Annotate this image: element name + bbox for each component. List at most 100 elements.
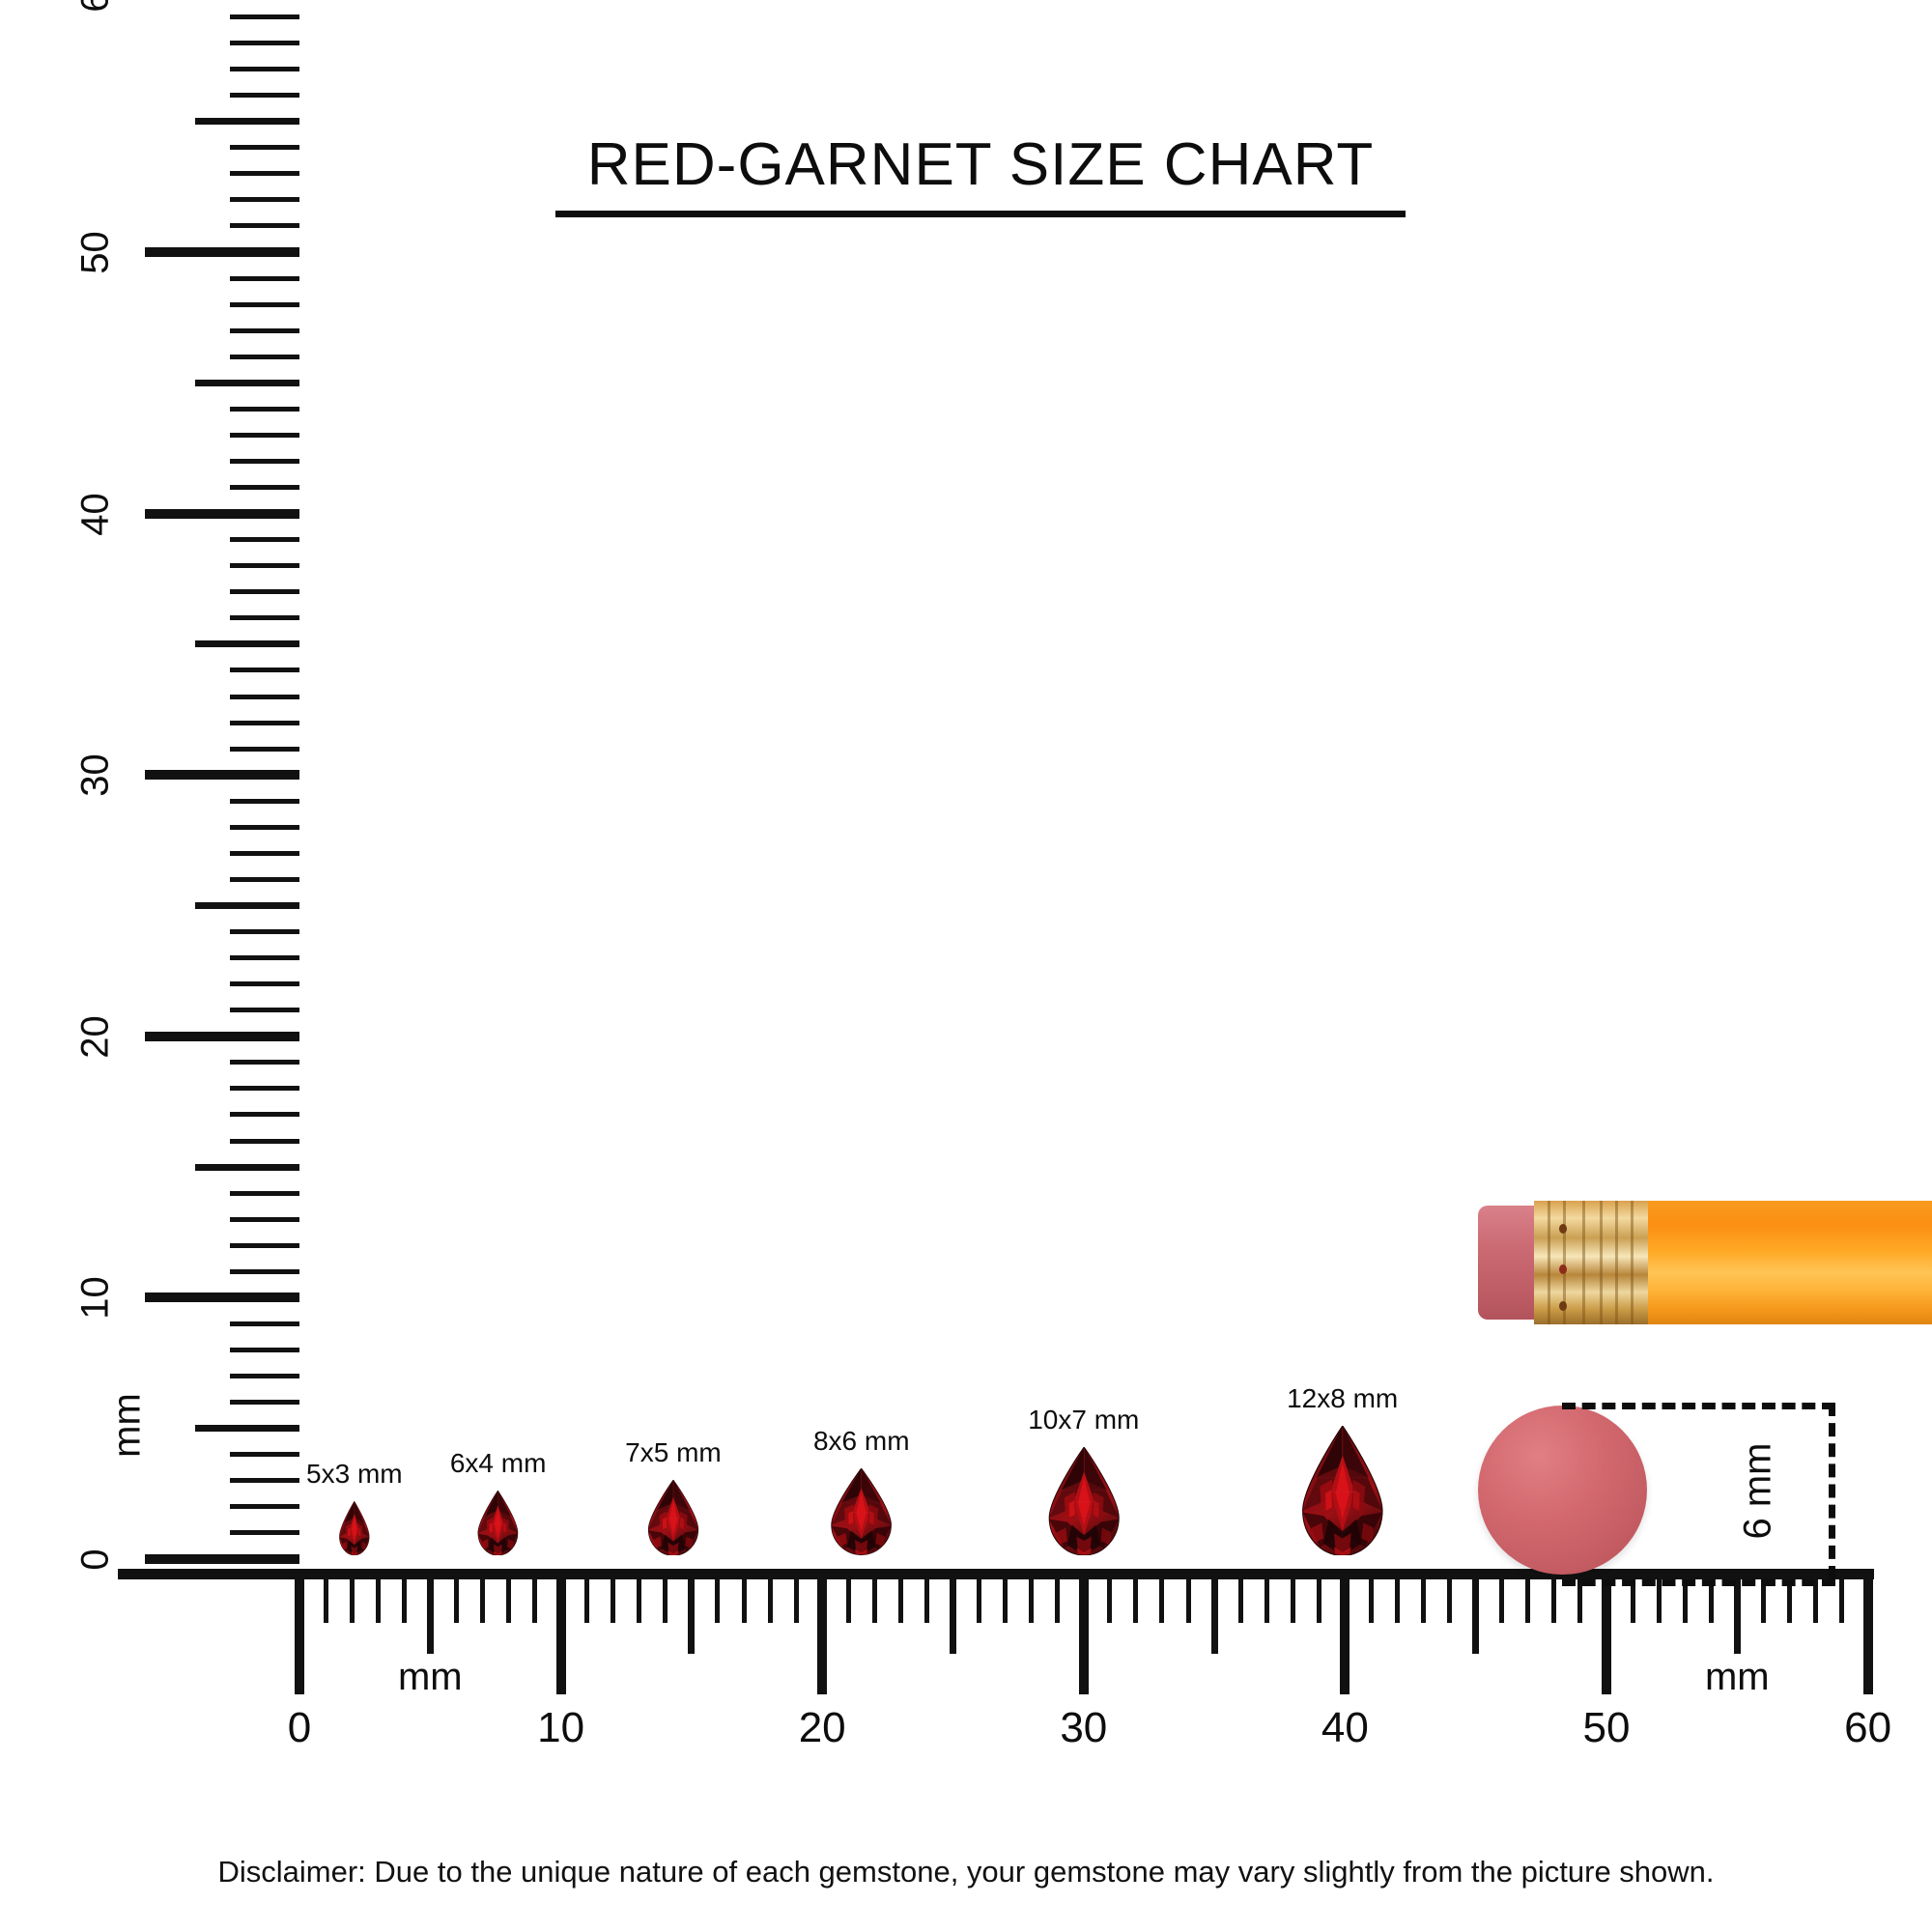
hruler-minor-tick xyxy=(1525,1578,1531,1623)
hruler-baseline xyxy=(118,1569,1874,1579)
vruler-minor-tick xyxy=(230,93,299,99)
gemstone-8x6-mm xyxy=(829,1467,894,1556)
vruler-minor-tick xyxy=(230,327,299,333)
hruler-minor-tick xyxy=(950,1578,956,1654)
vruler-tick-label: 30 xyxy=(73,753,117,797)
hruler-minor-tick xyxy=(1395,1578,1401,1623)
page-title-block: RED-GARNET SIZE CHART xyxy=(555,135,1406,217)
vruler-minor-tick xyxy=(230,929,299,935)
vruler-minor-tick xyxy=(230,406,299,412)
hruler-major-tick xyxy=(1602,1578,1611,1694)
hruler-minor-tick xyxy=(1786,1578,1792,1623)
page-title: RED-GARNET SIZE CHART xyxy=(586,131,1375,198)
gemstone-6x4-mm xyxy=(476,1490,520,1556)
hruler-major-tick xyxy=(295,1578,304,1694)
pencil-eraser-icon xyxy=(1478,1206,1538,1320)
vruler-minor-tick xyxy=(230,1530,299,1536)
hruler-minor-tick xyxy=(1656,1578,1662,1623)
dimension-line-top xyxy=(1562,1403,1835,1409)
hruler-minor-tick xyxy=(1551,1578,1557,1623)
vruler-minor-tick xyxy=(230,1216,299,1222)
vruler-minor-tick xyxy=(230,1008,299,1013)
dimension-line-bottom xyxy=(1562,1579,1835,1586)
vruler-tick-label: 10 xyxy=(73,1276,117,1321)
vruler-tick-label: 50 xyxy=(73,231,117,274)
hruler-minor-tick xyxy=(1107,1578,1113,1623)
dimension-label-wrap: 6 mm xyxy=(1729,1415,1787,1570)
vruler-minor-tick xyxy=(230,485,299,491)
vruler-major-tick xyxy=(145,1293,299,1303)
hruler-minor-tick xyxy=(1055,1578,1061,1623)
vruler-unit-label: mm xyxy=(105,1392,149,1458)
hruler-minor-tick xyxy=(688,1578,696,1654)
hruler-major-tick xyxy=(1862,1578,1873,1694)
hruler-minor-tick xyxy=(1210,1578,1218,1654)
hruler-minor-tick xyxy=(1708,1578,1714,1623)
vruler-minor-tick xyxy=(230,432,299,438)
vruler-minor-tick xyxy=(230,589,299,595)
hruler-minor-tick xyxy=(532,1578,538,1623)
disclaimer-text: Disclaimer: Due to the unique nature of … xyxy=(217,1855,1715,1889)
vruler-minor-tick xyxy=(195,379,299,386)
vruler-minor-tick xyxy=(230,354,299,359)
gemstone-12x8-mm xyxy=(1299,1424,1386,1556)
hruler-minor-tick xyxy=(1264,1578,1269,1623)
hruler-minor-tick xyxy=(1577,1578,1583,1623)
vruler-major-tick xyxy=(145,247,299,257)
hruler-minor-tick xyxy=(1499,1578,1505,1623)
vruler-major-tick xyxy=(145,1031,299,1041)
vruler-minor-tick xyxy=(230,275,299,281)
hruler-minor-tick xyxy=(663,1578,668,1623)
vruler-tick-label: 40 xyxy=(73,492,117,536)
gemstone-facet-drawing xyxy=(1048,1446,1120,1556)
vruler-minor-tick xyxy=(195,902,299,909)
hruler-minor-tick xyxy=(1682,1578,1688,1623)
vruler-minor-tick xyxy=(230,1374,299,1379)
vruler-minor-tick xyxy=(230,746,299,752)
vruler-tick-label: 20 xyxy=(73,1015,117,1059)
hruler-minor-tick xyxy=(401,1578,407,1623)
hruler-minor-tick xyxy=(767,1578,773,1623)
gemstone-5x3-mm xyxy=(338,1500,371,1556)
vruler-minor-tick xyxy=(230,537,299,543)
vruler-minor-tick xyxy=(230,1190,299,1196)
gemstone-7x5-mm xyxy=(646,1479,700,1556)
vruler-minor-tick xyxy=(230,876,299,882)
hruler-tick-label: 20 xyxy=(798,1704,846,1751)
hruler-major-tick xyxy=(1340,1578,1350,1694)
hruler-minor-tick xyxy=(1290,1578,1295,1623)
hruler-minor-tick xyxy=(1630,1578,1635,1623)
hruler-unit-label-right: mm xyxy=(1704,1656,1770,1698)
hruler-major-tick xyxy=(555,1578,566,1694)
hruler-tick-label: 30 xyxy=(1060,1704,1108,1751)
vruler-minor-tick xyxy=(230,955,299,961)
hruler-minor-tick xyxy=(1185,1578,1191,1623)
eraser-top-circle-reference xyxy=(1478,1406,1647,1575)
gemstone-facet-drawing xyxy=(647,1479,699,1556)
hruler-minor-tick xyxy=(349,1578,355,1623)
vruler-minor-tick xyxy=(230,67,299,72)
gemstone-facet-drawing xyxy=(831,1467,893,1556)
vruler-minor-tick xyxy=(195,640,299,648)
vruler-minor-tick xyxy=(230,1478,299,1484)
vruler-minor-tick xyxy=(230,1112,299,1118)
gemstone-label: 10x7 mm xyxy=(1028,1405,1140,1435)
vruler-minor-tick xyxy=(230,850,299,856)
gemstone-label: 8x6 mm xyxy=(812,1426,910,1457)
vruler-minor-tick xyxy=(195,1425,299,1433)
gemstone-label: 6x4 mm xyxy=(449,1447,547,1478)
dimension-label: 6 mm xyxy=(1736,1442,1779,1540)
vruler-minor-tick xyxy=(230,1321,299,1326)
hruler-minor-tick xyxy=(1472,1578,1480,1654)
hruler-minor-tick xyxy=(1812,1578,1818,1623)
hruler-minor-tick xyxy=(375,1578,381,1623)
vruler-minor-tick xyxy=(230,301,299,307)
gemstone-label: 5x3 mm xyxy=(306,1459,403,1489)
hruler-minor-tick xyxy=(479,1578,485,1623)
gemstone-facet-drawing xyxy=(477,1490,519,1556)
vruler-major-tick xyxy=(145,1554,299,1564)
vruler-minor-tick xyxy=(230,563,299,569)
vruler-minor-tick xyxy=(230,981,299,987)
hruler-minor-tick xyxy=(923,1578,929,1623)
